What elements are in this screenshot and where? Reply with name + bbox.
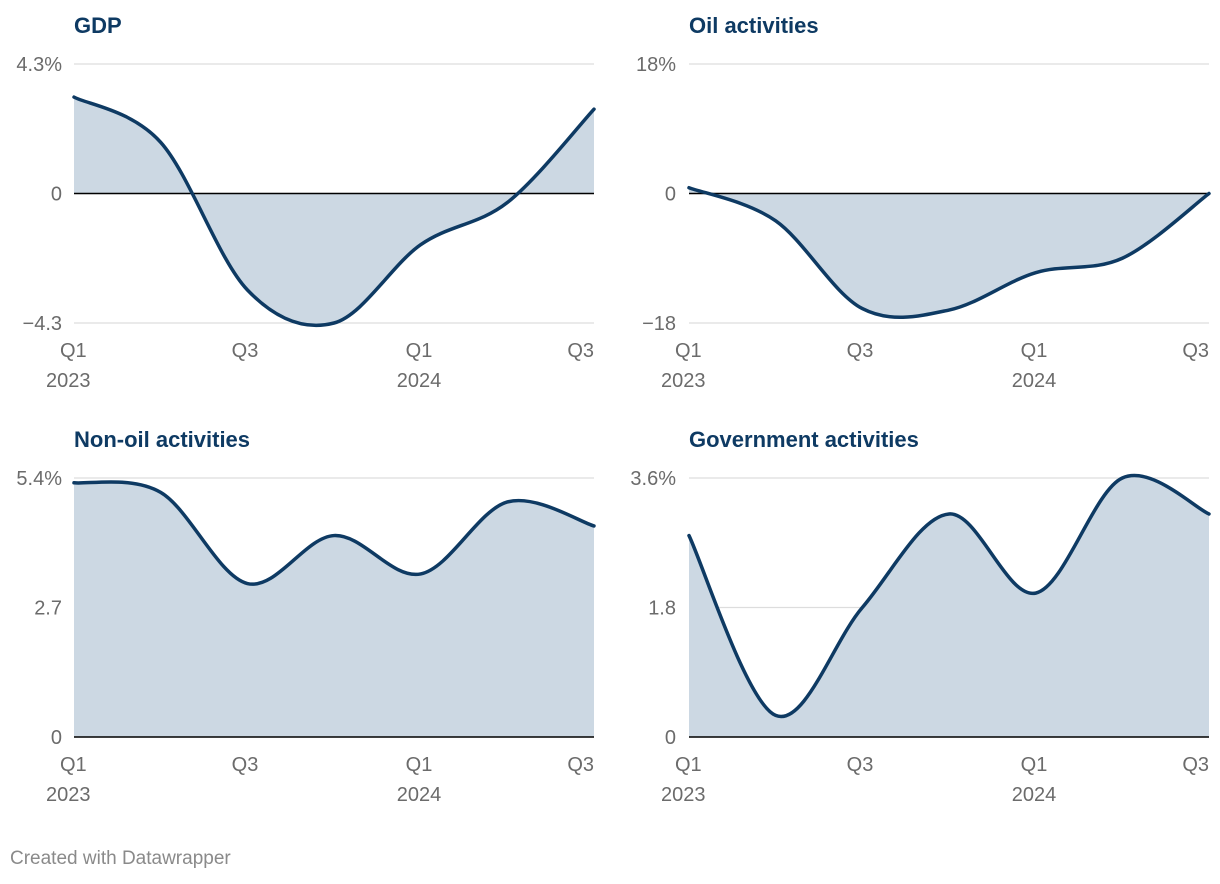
series-area <box>74 481 594 737</box>
series-line <box>687 185 1211 320</box>
chart-title: Oil activities <box>689 13 819 38</box>
y-tick-label: −4.3 <box>23 313 62 335</box>
x-tick-label: Q3 <box>232 754 259 776</box>
series-area <box>74 97 594 326</box>
x-tick-year-label: 2023 <box>46 784 91 806</box>
x-tick-year-label: 2023 <box>661 784 706 806</box>
y-tick-label: 18% <box>636 54 676 76</box>
x-tick-label: Q3 <box>1182 754 1209 776</box>
credit-footer: Created with Datawrapper <box>10 848 231 869</box>
series-line <box>72 480 596 586</box>
x-tick-label: Q3 <box>567 340 594 362</box>
x-tick-label: Q1 <box>675 754 702 776</box>
chart-title: Government activities <box>689 427 919 452</box>
x-tick-label: Q3 <box>232 340 259 362</box>
y-tick-label: 0 <box>51 184 62 206</box>
series-area <box>689 187 1209 318</box>
chart-panel-4: Government activities 3.6% 1.8 0 Q1 2023 Q3 Q1 2… <box>630 427 1211 806</box>
x-tick-year-label: 2023 <box>661 370 706 392</box>
series-line <box>687 473 1211 719</box>
x-tick-label: Q3 <box>847 754 874 776</box>
x-tick-year-label: 2024 <box>397 370 442 392</box>
chart-title: Non-oil activities <box>74 427 250 452</box>
y-tick-label: 4.3% <box>16 54 62 76</box>
x-tick-year-label: 2023 <box>46 370 91 392</box>
y-tick-label: 0 <box>665 184 676 206</box>
x-tick-label: Q1 <box>675 340 702 362</box>
x-tick-label: Q1 <box>406 754 433 776</box>
y-tick-label: −18 <box>642 313 676 335</box>
x-tick-label: Q3 <box>847 340 874 362</box>
x-tick-year-label: 2024 <box>1012 370 1057 392</box>
y-tick-label: 0 <box>665 727 676 749</box>
y-tick-label: 1.8 <box>648 598 676 620</box>
x-tick-label: Q3 <box>1182 340 1209 362</box>
chart-title: GDP <box>74 13 122 38</box>
y-tick-label: 3.6% <box>630 468 676 490</box>
y-tick-label: 2.7 <box>34 598 62 620</box>
series-line <box>72 95 596 328</box>
x-tick-label: Q1 <box>60 340 87 362</box>
y-tick-label: 5.4% <box>16 468 62 490</box>
y-tick-label: 0 <box>51 727 62 749</box>
x-tick-label: Q1 <box>60 754 87 776</box>
x-tick-label: Q1 <box>1021 340 1048 362</box>
chart-panel-3: Non-oil activities 5.4% 2.7 0 Q1 2023 Q3 Q1 2024… <box>16 427 596 806</box>
x-tick-label: Q3 <box>567 754 594 776</box>
chart-panel-2: Oil activities 18% 0 −18 Q1 2023 Q3 Q1 2024 Q3 <box>636 13 1211 392</box>
x-tick-year-label: 2024 <box>1012 784 1057 806</box>
x-tick-label: Q1 <box>406 340 433 362</box>
chart-panel-1: GDP 4.3% 0 −4.3 Q1 2023 Q3 Q1 2024 Q3 <box>16 13 596 392</box>
x-tick-year-label: 2024 <box>397 784 442 806</box>
x-tick-label: Q1 <box>1021 754 1048 776</box>
